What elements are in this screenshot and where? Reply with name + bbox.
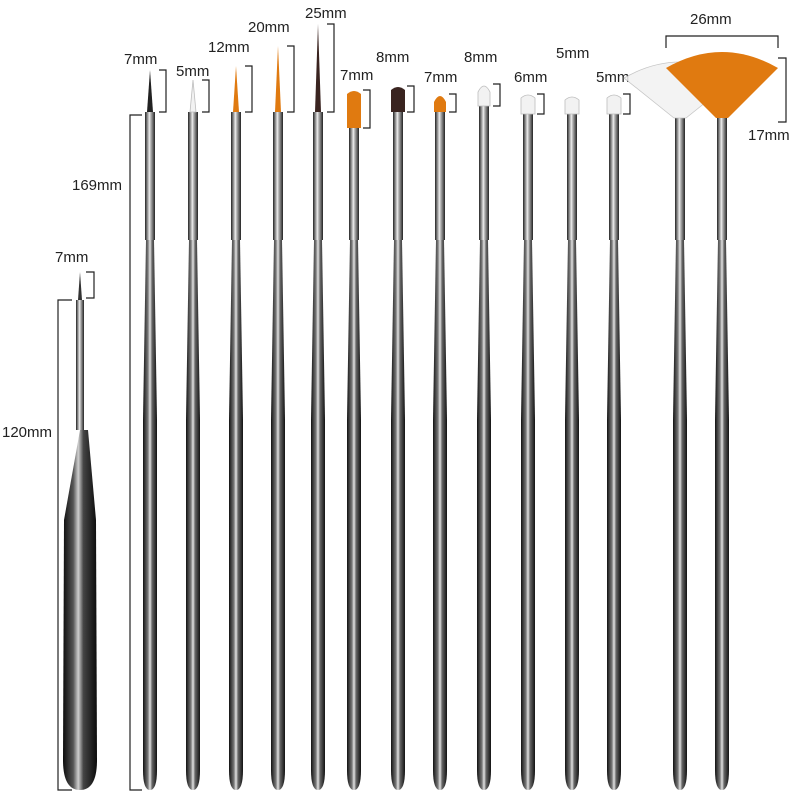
brush-bristles (233, 66, 239, 112)
brush-handle (143, 240, 157, 790)
brush-ferrule (523, 114, 533, 240)
brush-14 (666, 52, 778, 790)
brush-handle (229, 240, 243, 790)
brush-ferrule (349, 128, 359, 240)
brush-tip-label: 5mm (596, 69, 629, 86)
brush-ferrule (435, 112, 445, 240)
fan-height-dimension: 17mm (748, 57, 790, 144)
brush-ferrule (145, 112, 155, 240)
brush-bristles (147, 70, 153, 112)
brush-tip-bracket (363, 89, 371, 129)
brush-4: 20mm (248, 19, 295, 790)
brush-tip-label: 20mm (248, 19, 290, 36)
brush-ferrule (273, 112, 283, 240)
brush-handle (715, 240, 729, 790)
fan-width-label: 26mm (690, 11, 732, 28)
brush-ferrule (717, 118, 727, 240)
brush-tip-label: 7mm (340, 67, 373, 84)
brush-tip-label: 5mm (176, 63, 209, 80)
brush-5: 25mm (305, 5, 347, 790)
brush-tip-label: 6mm (514, 69, 547, 86)
brush-10: 6mm (514, 69, 547, 790)
group-5mm-label: 5mm (556, 45, 589, 62)
brush-handle (565, 240, 579, 790)
brush-bristles (520, 94, 536, 115)
brush-bristles (347, 91, 361, 128)
brush-tip-bracket (623, 93, 631, 115)
brush-handle (521, 240, 535, 790)
brush-bristles (666, 52, 778, 118)
brush-bristles (434, 96, 446, 112)
brush-handle (311, 240, 325, 790)
brush-tip-label: 7mm (424, 69, 457, 86)
brush-handle (271, 240, 285, 790)
brush-length-label: 169mm (72, 177, 122, 194)
brush-handle (673, 240, 687, 790)
brush-handle (477, 240, 491, 790)
dotting-length-label: 120mm (2, 424, 52, 441)
brush-tip-bracket (537, 93, 545, 115)
brush-bristles (564, 96, 580, 115)
brush-2: 5mm (176, 63, 210, 790)
brush-bristles (477, 85, 491, 107)
brush-tip-label: 12mm (208, 39, 250, 56)
brush-bristles (391, 87, 405, 112)
brush-tip-bracket (159, 69, 167, 113)
brush-ferrule (313, 112, 323, 240)
brush-8: 7mm (424, 69, 457, 790)
brush-bristles (189, 79, 197, 113)
dotting-tip-dimension: 7mm (55, 249, 95, 299)
brush-ferrule (231, 112, 241, 240)
brush-ferrule (393, 112, 403, 240)
brush-ferrule (675, 118, 685, 240)
brush-tip-bracket (449, 93, 457, 113)
brush-handle (433, 240, 447, 790)
brush-ferrule (609, 114, 619, 240)
brush-tip-bracket (407, 85, 415, 113)
brush-tip-bracket (493, 83, 501, 107)
brush-1: 7mm (124, 51, 167, 790)
brush-bristles (315, 24, 321, 112)
brush-ferrule (567, 114, 577, 240)
fan-width-dimension: 26mm (665, 11, 779, 48)
brush-11 (564, 96, 580, 790)
brush-handle (391, 240, 405, 790)
brush-handle (186, 240, 200, 790)
brush-bristles (606, 94, 622, 115)
brush-3: 12mm (208, 39, 253, 790)
brush-ferrule (188, 112, 198, 240)
brush-7: 8mm (376, 49, 415, 790)
dotting-tip-label: 7mm (55, 249, 88, 266)
brush-tip-label: 25mm (305, 5, 347, 22)
fan-height-label: 17mm (748, 127, 790, 144)
brush-9: 8mm (464, 49, 501, 790)
brush-tip-bracket (202, 79, 210, 113)
dotting-length-dimension: 120mm (2, 299, 72, 791)
brush-length-dimension: 169mm (72, 114, 142, 791)
brush-tip-label: 7mm (124, 51, 157, 68)
brush-bristles (275, 46, 281, 112)
brush-handle (347, 240, 361, 790)
brush-handle (607, 240, 621, 790)
brush-12: 5mm (596, 69, 631, 790)
brush-tip-bracket (245, 65, 253, 113)
brush-tip-bracket (287, 45, 295, 113)
brush-ferrule (479, 106, 489, 240)
brush-6: 7mm (340, 67, 373, 790)
brush-tip-label: 8mm (464, 49, 497, 66)
dotting-tool (63, 272, 97, 790)
brush-tip-label: 8mm (376, 49, 409, 66)
brush-tip-bracket (327, 23, 335, 113)
